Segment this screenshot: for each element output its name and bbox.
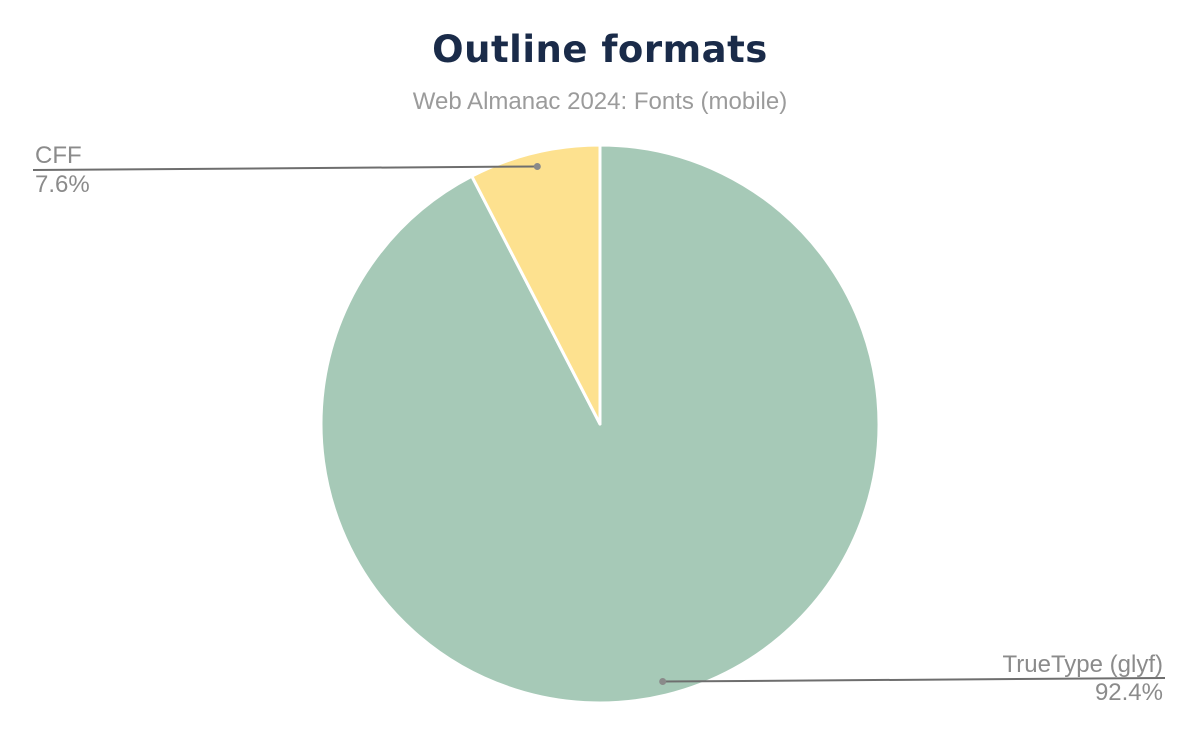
- chart-subtitle: Web Almanac 2024: Fonts (mobile): [412, 88, 788, 115]
- leader-line-cff: [32, 165, 538, 171]
- leader-dot-truetype: [659, 678, 667, 686]
- leader-line-truetype: [662, 677, 1166, 683]
- slice-label-cff: CFF: [35, 142, 82, 169]
- chart-title: Outline formats: [432, 28, 768, 71]
- slice-label-truetype: TrueType (glyf): [1003, 651, 1164, 678]
- slice-percent-truetype: 92.4%: [1095, 679, 1163, 706]
- slice-percent-cff: 7.6%: [35, 171, 90, 198]
- pie-slice-cff[interactable]: [470, 143, 602, 426]
- leader-dot-cff: [533, 162, 541, 170]
